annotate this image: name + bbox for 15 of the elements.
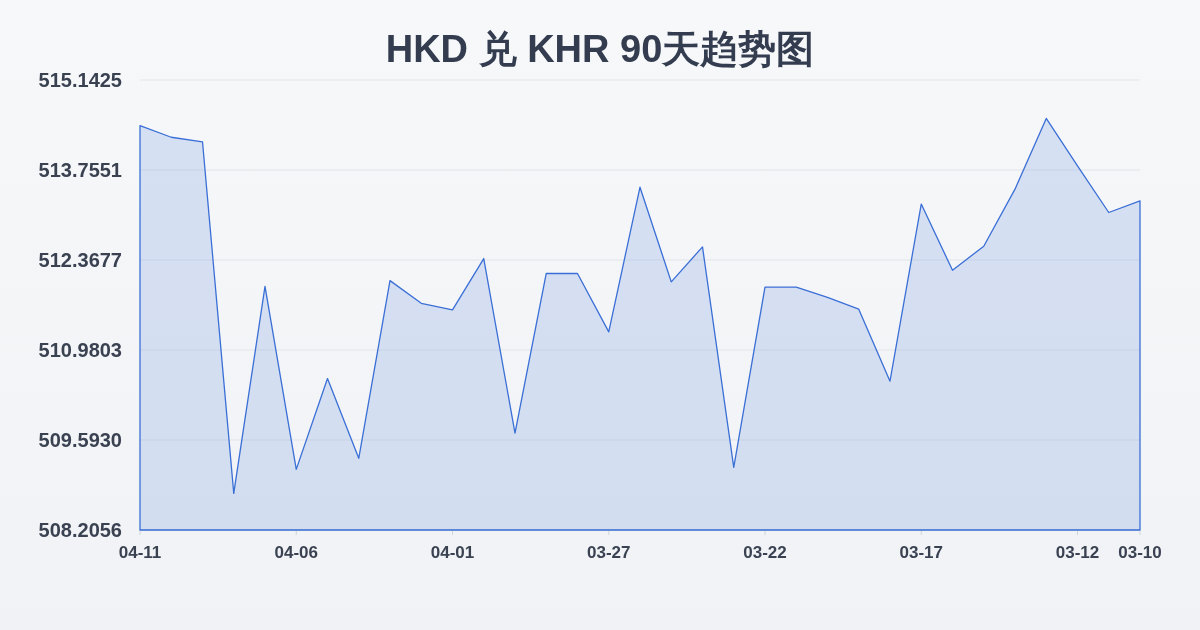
- x-tick-label: 03-22: [743, 543, 787, 562]
- x-tick-label: 04-06: [274, 543, 318, 562]
- x-tick-label: 04-11: [118, 543, 162, 562]
- y-tick-label: 512.3677: [38, 249, 122, 271]
- x-tick-label: 03-10: [1118, 543, 1162, 562]
- x-tick-label: 03-12: [1055, 543, 1100, 562]
- y-tick-label: 509.5930: [38, 429, 122, 451]
- y-tick-label: 508.2056: [38, 519, 122, 541]
- y-tick-label: 515.1425: [38, 69, 122, 91]
- x-tick-label: 04-01: [430, 543, 475, 562]
- y-tick-label: 513.7551: [38, 159, 122, 181]
- y-tick-label: 510.9803: [38, 339, 122, 361]
- x-tick-label: 03-17: [899, 543, 943, 562]
- x-tick-label: 03-27: [587, 543, 631, 562]
- chart-title: HKD 兑 KHR 90天趋势图: [385, 28, 815, 70]
